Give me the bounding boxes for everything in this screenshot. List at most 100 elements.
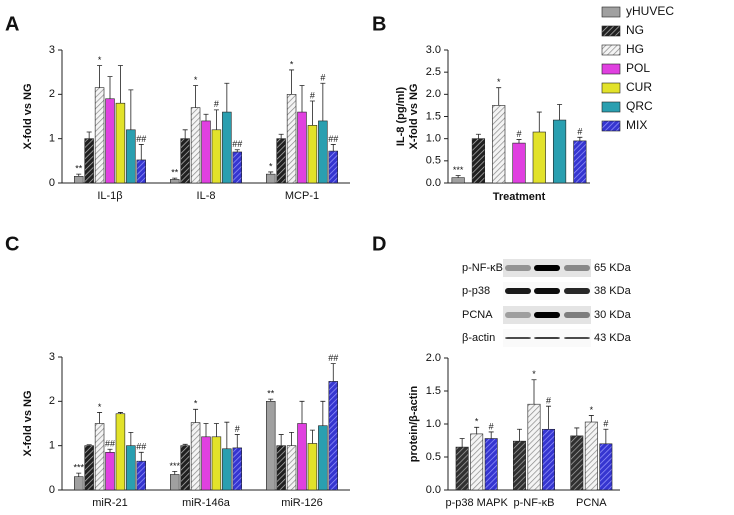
bar (170, 179, 180, 184)
blot-band (534, 312, 560, 318)
blot-size: 30 KDa (594, 309, 632, 321)
error-bar (182, 129, 188, 139)
blot-band (534, 265, 560, 271)
error-bar (278, 133, 284, 139)
significance-label: ## (328, 353, 338, 363)
y-tick-label: 1.0 (426, 133, 441, 145)
error-bar (574, 427, 580, 436)
bar (451, 177, 465, 184)
x-axis-label: Treatment (493, 191, 546, 203)
legend-swatch (601, 101, 621, 113)
error-bar (138, 144, 144, 160)
bar (94, 423, 105, 491)
significance-label: * (98, 55, 102, 65)
legend-swatch (601, 25, 621, 37)
x-tick-label: MCP-1 (285, 190, 319, 202)
bar (136, 460, 146, 491)
error-bar (203, 113, 209, 121)
legend-label: HG (626, 42, 644, 56)
significance-label: # (235, 424, 240, 434)
y-axis-label: IL-8 (pg/ml) (395, 87, 407, 147)
significance-label: *** (453, 165, 464, 175)
error-bar (172, 470, 178, 475)
bar (201, 436, 211, 491)
bar (599, 443, 613, 491)
error-bar (536, 111, 542, 133)
error-bar (203, 423, 209, 437)
blot-band (505, 312, 531, 318)
significance-label: *** (73, 463, 84, 473)
blot-label: p-p38 (462, 285, 490, 297)
blot-band (564, 312, 590, 318)
bar (318, 120, 328, 184)
blot-size: 43 KDa (594, 332, 632, 344)
bar (584, 421, 598, 491)
y-tick-label: 3.0 (426, 44, 441, 56)
y-tick-label: 1.5 (426, 385, 441, 397)
y-tick-label: 2.0 (426, 352, 441, 364)
x-tick-label: PCNA (576, 497, 607, 509)
panel-letter: B (372, 13, 386, 35)
significance-label: ** (75, 164, 83, 174)
bar (552, 119, 567, 184)
bar (512, 142, 526, 184)
bar (94, 87, 105, 184)
bar (492, 105, 506, 184)
significance-label: ## (232, 139, 242, 149)
bar (74, 476, 84, 491)
y-tick-label: 1 (49, 440, 55, 452)
blot-band (534, 288, 560, 294)
y-axis-label: X-fold vs NG (22, 83, 34, 149)
panel-letter: A (5, 13, 19, 35)
significance-label: ## (328, 134, 338, 144)
bar (307, 443, 318, 491)
error-bar (234, 434, 240, 448)
significance-label: # (516, 129, 521, 139)
y-tick-label: 2 (49, 88, 55, 100)
error-bar (193, 408, 199, 423)
error-bar (193, 85, 199, 108)
error-bar (224, 421, 230, 449)
y-tick-label: 2.5 (426, 66, 441, 78)
blot-band (564, 288, 590, 294)
legend-label: yHUVEC (626, 4, 674, 18)
blot-band (505, 265, 531, 271)
error-bar (299, 400, 305, 424)
bar (74, 176, 84, 184)
error-bar (117, 65, 123, 104)
bar (328, 150, 338, 184)
bar (307, 125, 318, 184)
significance-label: # (310, 90, 315, 100)
significance-label: ## (136, 442, 146, 452)
x-tick-label: miR-146a (182, 497, 231, 509)
bar (484, 438, 498, 491)
significance-label: # (577, 127, 582, 137)
error-bar (107, 448, 113, 453)
significance-label: ## (105, 439, 115, 449)
error-bar (557, 104, 563, 121)
error-bar (577, 136, 583, 141)
blot-band (564, 337, 590, 339)
bar (286, 94, 297, 184)
legend-label: CUR (626, 80, 652, 94)
y-tick-label: 0.0 (426, 484, 441, 496)
significance-label: # (214, 99, 219, 109)
bar (570, 435, 584, 491)
error-bar (97, 65, 103, 88)
bar (513, 440, 526, 491)
bar (126, 445, 136, 491)
error-bar (330, 363, 336, 382)
legend-label: MIX (626, 118, 647, 132)
x-tick-label: miR-126 (281, 497, 323, 509)
significance-label: * (475, 417, 479, 427)
blot-label: p-NF-κB (462, 262, 503, 274)
bar (170, 474, 180, 491)
error-bar (213, 109, 219, 130)
bar (201, 120, 211, 184)
error-bar (86, 131, 92, 139)
bar (115, 102, 126, 184)
legend-label: QRC (626, 99, 653, 113)
blot-label: PCNA (462, 309, 493, 321)
error-bar (234, 149, 240, 152)
